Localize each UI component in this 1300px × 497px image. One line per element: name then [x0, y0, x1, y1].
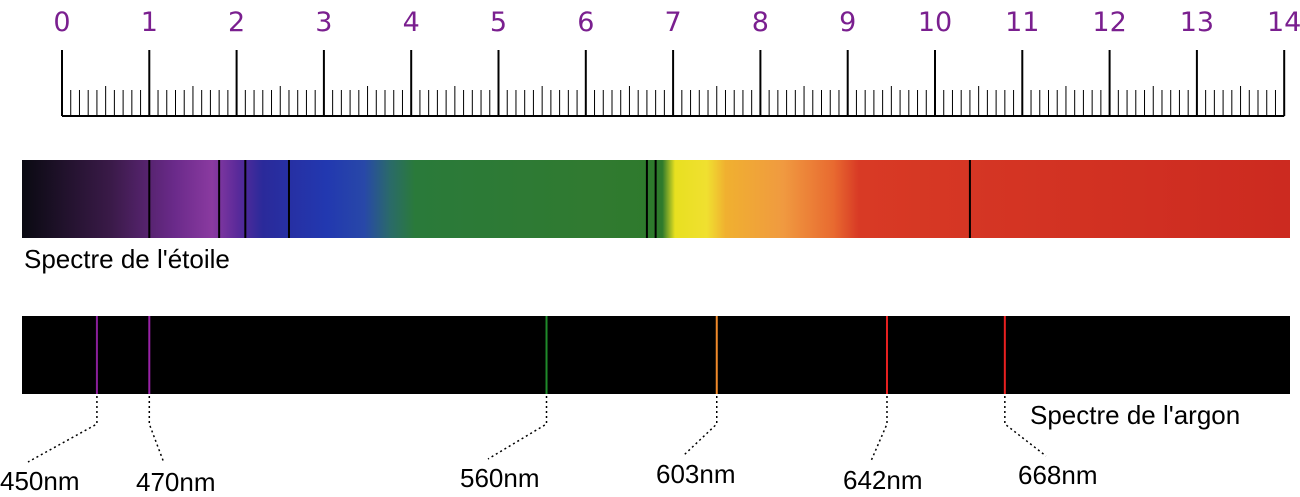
wavelength-label: 603nm: [656, 459, 736, 489]
ruler-label: 9: [839, 7, 857, 38]
leader-line: [148, 396, 165, 464]
ruler-label: 11: [1005, 7, 1040, 38]
ruler-label: 5: [489, 7, 508, 38]
ruler-label: 7: [664, 7, 682, 38]
argon-emission-lines: [95, 316, 1006, 394]
ruler-label: 10: [917, 7, 953, 38]
leader-line: [870, 396, 888, 462]
argon-spectrum-band: [22, 316, 1290, 394]
ruler: [61, 50, 1286, 117]
ruler-label: 13: [1179, 7, 1215, 38]
ruler-label: 8: [751, 7, 769, 38]
wavelength-label: 470nm: [136, 467, 216, 497]
leader-line: [487, 396, 548, 460]
ruler-label: 12: [1092, 7, 1127, 38]
wavelength-label: 560nm: [460, 463, 540, 493]
wavelength-leader-lines: [27, 396, 1047, 464]
star-absorption-lines: [148, 160, 971, 238]
ruler-label: 1: [140, 7, 158, 38]
leader-line: [27, 396, 98, 463]
ruler-label: 4: [402, 7, 420, 38]
leader-line: [683, 396, 718, 456]
wavelength-label: 668nm: [1018, 460, 1098, 490]
wavelength-label: 642nm: [843, 465, 923, 495]
argon-spectrum-label: Spectre de l'argon: [1030, 400, 1241, 430]
ruler-label: 0: [53, 7, 71, 38]
wavelength-label: 450nm: [0, 466, 80, 496]
ruler-label: 14: [1267, 7, 1300, 38]
ruler-label: 6: [577, 7, 595, 38]
ruler-label: 2: [228, 7, 246, 38]
ruler-label: 3: [315, 7, 333, 38]
star-spectrum-label: Spectre de l'étoile: [24, 244, 230, 274]
